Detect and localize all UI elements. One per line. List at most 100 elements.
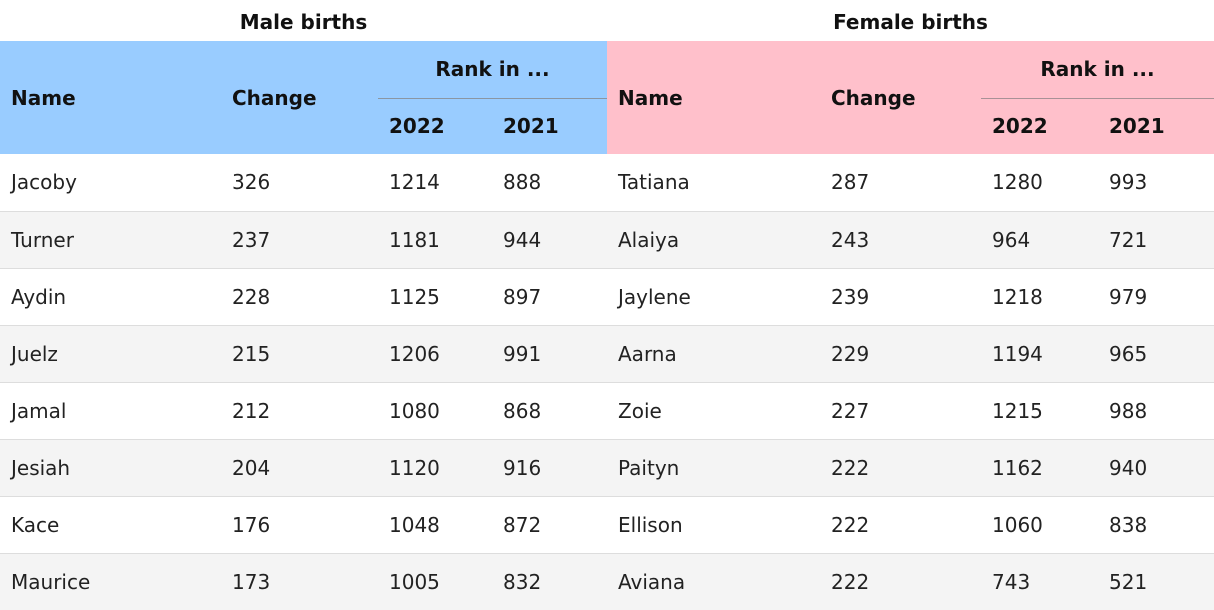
change-cell: 228 bbox=[221, 267, 378, 325]
rank-2021-cell: 838 bbox=[1098, 495, 1214, 553]
change-cell: 212 bbox=[221, 381, 378, 439]
rank-2022-cell: 1206 bbox=[378, 324, 492, 382]
rank-2022-cell: 1080 bbox=[378, 381, 492, 439]
change-cell: 222 bbox=[820, 495, 981, 553]
change-cell: 176 bbox=[221, 495, 378, 553]
table-row: Juelz 215 1206 991 bbox=[0, 324, 607, 382]
rank-2021-cell: 832 bbox=[492, 552, 607, 610]
male-rank-2021-header: 2021 bbox=[503, 114, 559, 139]
name-cell: Kace bbox=[0, 495, 221, 553]
rank-2022-cell: 1162 bbox=[981, 438, 1098, 496]
table-row: Tatiana 287 1280 993 bbox=[607, 154, 1214, 211]
table-row: Jesiah 204 1120 916 bbox=[0, 438, 607, 496]
change-cell: 287 bbox=[831, 170, 870, 195]
rank-2022-cell: 964 bbox=[981, 210, 1098, 268]
male-name-header: Name bbox=[11, 85, 76, 110]
name-cell: Jamal bbox=[0, 381, 221, 439]
female-table-body: Tatiana 287 1280 993 Alaiya 243 964 721 … bbox=[607, 154, 1214, 610]
female-change-header: Change bbox=[831, 85, 916, 110]
table-row: Aydin 228 1125 897 bbox=[0, 267, 607, 325]
male-births-table: Name Change Rank in ... 2022 2021 Jacoby… bbox=[0, 41, 607, 610]
table-row: Aarna 229 1194 965 bbox=[607, 324, 1214, 382]
name-cell: Aarna bbox=[607, 324, 820, 382]
female-table-header: Name Change Rank in ... 2022 2021 bbox=[607, 41, 1214, 154]
rank-2022-cell: 1181 bbox=[378, 210, 492, 268]
female-name-header: Name bbox=[618, 85, 683, 110]
name-cell: Jaylene bbox=[607, 267, 820, 325]
change-cell: 229 bbox=[820, 324, 981, 382]
female-rank-2022-header: 2022 bbox=[992, 114, 1048, 139]
rank-2022-cell: 1125 bbox=[378, 267, 492, 325]
name-cell: Maurice bbox=[0, 552, 221, 610]
rank-2022-cell: 1060 bbox=[981, 495, 1098, 553]
table-row: Aviana 222 743 521 bbox=[607, 552, 1214, 610]
rank-2021-cell: 965 bbox=[1098, 324, 1214, 382]
change-cell: 215 bbox=[221, 324, 378, 382]
female-births-caption: Female births bbox=[833, 10, 988, 34]
table-row: Paityn 222 1162 940 bbox=[607, 438, 1214, 496]
rank-2021-cell: 888 bbox=[503, 170, 542, 195]
female-rank-2021-header: 2021 bbox=[1109, 114, 1165, 139]
name-cell: Zoie bbox=[607, 381, 820, 439]
change-cell: 222 bbox=[820, 552, 981, 610]
table-row: Jacoby 326 1214 888 bbox=[0, 154, 607, 211]
table-row: Zoie 227 1215 988 bbox=[607, 381, 1214, 439]
change-cell: 204 bbox=[221, 438, 378, 496]
name-cell: Turner bbox=[0, 210, 221, 268]
male-rank-2022-header: 2022 bbox=[389, 114, 445, 139]
change-cell: 326 bbox=[232, 170, 271, 195]
rank-2022-cell: 1214 bbox=[389, 170, 440, 195]
rank-2021-cell: 988 bbox=[1098, 381, 1214, 439]
name-cell: Jacoby bbox=[11, 170, 77, 195]
rank-2021-cell: 979 bbox=[1098, 267, 1214, 325]
male-births-panel: Male births Name Change Rank in ... 2022… bbox=[0, 10, 607, 610]
female-births-panel: Female births Name Change Rank in ... 20… bbox=[607, 0, 1214, 610]
table-row: Maurice 173 1005 832 bbox=[0, 552, 607, 610]
female-rank-group-header: Rank in ... bbox=[981, 41, 1214, 99]
rank-2021-cell: 916 bbox=[492, 438, 607, 496]
rank-2021-cell: 721 bbox=[1098, 210, 1214, 268]
male-change-header: Change bbox=[232, 85, 317, 110]
table-row: Jamal 212 1080 868 bbox=[0, 381, 607, 439]
name-cell: Juelz bbox=[0, 324, 221, 382]
rank-2021-cell: 872 bbox=[492, 495, 607, 553]
rank-2022-cell: 1194 bbox=[981, 324, 1098, 382]
rank-2022-cell: 1005 bbox=[378, 552, 492, 610]
table-row: Alaiya 243 964 721 bbox=[607, 210, 1214, 268]
name-cell: Alaiya bbox=[607, 210, 820, 268]
change-cell: 173 bbox=[221, 552, 378, 610]
change-cell: 239 bbox=[820, 267, 981, 325]
male-births-caption: Male births bbox=[239, 10, 368, 34]
change-cell: 243 bbox=[820, 210, 981, 268]
rank-2021-cell: 944 bbox=[492, 210, 607, 268]
table-row: Kace 176 1048 872 bbox=[0, 495, 607, 553]
name-cell: Paityn bbox=[607, 438, 820, 496]
rank-2022-cell: 1280 bbox=[992, 170, 1043, 195]
rank-2021-cell: 868 bbox=[492, 381, 607, 439]
rank-2021-cell: 897 bbox=[492, 267, 607, 325]
rank-2022-cell: 1215 bbox=[981, 381, 1098, 439]
rank-2022-cell: 1120 bbox=[378, 438, 492, 496]
name-cell: Aydin bbox=[0, 267, 221, 325]
name-cell: Aviana bbox=[607, 552, 820, 610]
male-table-body: Jacoby 326 1214 888 Turner 237 1181 944 … bbox=[0, 154, 607, 610]
rank-2022-cell: 743 bbox=[981, 552, 1098, 610]
male-rank-group-header: Rank in ... bbox=[378, 41, 607, 99]
male-table-header: Name Change Rank in ... 2022 2021 bbox=[0, 41, 607, 154]
change-cell: 222 bbox=[820, 438, 981, 496]
change-cell: 237 bbox=[221, 210, 378, 268]
rank-2021-cell: 940 bbox=[1098, 438, 1214, 496]
change-cell: 227 bbox=[820, 381, 981, 439]
female-births-table: Name Change Rank in ... 2022 2021 Tatian… bbox=[607, 41, 1214, 610]
name-cell: Jesiah bbox=[0, 438, 221, 496]
name-cell: Ellison bbox=[607, 495, 820, 553]
table-row: Ellison 222 1060 838 bbox=[607, 495, 1214, 553]
table-row: Jaylene 239 1218 979 bbox=[607, 267, 1214, 325]
rank-2021-cell: 521 bbox=[1098, 552, 1214, 610]
table-row: Turner 237 1181 944 bbox=[0, 210, 607, 268]
name-cell: Tatiana bbox=[618, 170, 690, 195]
rank-2022-cell: 1048 bbox=[378, 495, 492, 553]
rank-2021-cell: 993 bbox=[1109, 170, 1148, 195]
rank-2021-cell: 991 bbox=[492, 324, 607, 382]
